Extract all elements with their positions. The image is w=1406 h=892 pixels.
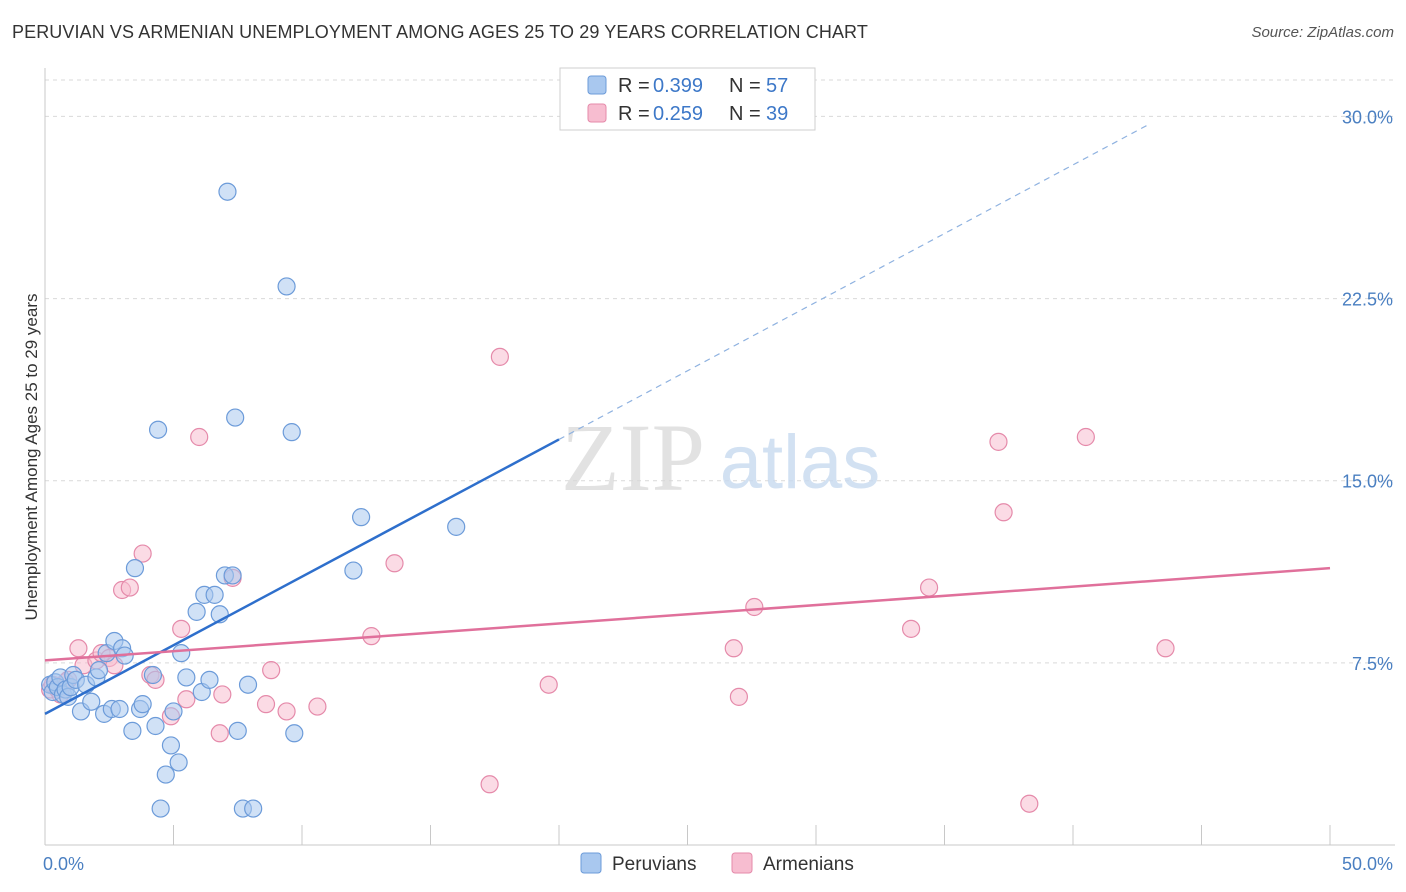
- armenian-point-36: [901, 619, 921, 638]
- armenian-point-18: [172, 619, 191, 638]
- peruvian-point-49: [238, 675, 258, 694]
- bottom-legend-label-armenians: Armenians: [763, 854, 854, 875]
- y-tick-label-1: 15.0%: [1342, 472, 1393, 492]
- bottom-legend: Peruvians Armenians: [580, 852, 854, 875]
- armenian-point-31: [490, 347, 509, 366]
- armenian-point-19: [177, 690, 196, 709]
- trend-lines: [44, 123, 1331, 715]
- armenian-point-22: [213, 685, 232, 704]
- armenian-point-13: [120, 578, 139, 597]
- armenian-point-40: [1020, 794, 1039, 813]
- chart-title: PERUVIAN VS ARMENIAN UNEMPLOYMENT AMONG …: [12, 22, 868, 42]
- armenian-point-20: [190, 427, 209, 447]
- y-tick-label-2: 22.5%: [1342, 290, 1393, 310]
- x-tick-label-1: 50.0%: [1342, 854, 1393, 874]
- peruvian-point-45: [223, 566, 242, 585]
- peruvian-point-27: [143, 665, 163, 685]
- grid-lines: [45, 79, 1395, 664]
- peruvian-point-51: [277, 277, 296, 296]
- armenian-point-25: [262, 661, 281, 680]
- peruvian-point-31: [156, 765, 175, 784]
- peruvian-point-56: [447, 517, 466, 536]
- armenian-point-14: [133, 544, 152, 563]
- peruvians-trend-line: [44, 438, 560, 715]
- peruvian-point-46: [226, 408, 245, 427]
- peruvian-point-41: [205, 585, 224, 604]
- peruvian-point-35: [172, 644, 191, 663]
- armenian-point-21: [210, 724, 229, 743]
- peruvian-point-26: [133, 695, 152, 714]
- axes: [44, 68, 1395, 846]
- peruvian-point-52: [282, 423, 301, 442]
- peruvians-points: [41, 182, 466, 818]
- peruvian-point-28: [146, 716, 165, 736]
- armenian-point-24: [256, 695, 276, 714]
- legend-swatch-peruvians: [587, 75, 607, 95]
- legend-n-value-armenians: 39: [766, 103, 788, 125]
- tick-labels: 7.5% 15.0% 22.5% 30.0% 0.0% 50.0%: [43, 107, 1393, 874]
- peruvian-point-34: [169, 753, 188, 772]
- peruvian-point-33: [164, 702, 183, 721]
- bottom-legend-swatch-armenians: [731, 852, 753, 874]
- peruvian-point-36: [177, 668, 196, 687]
- top-legend: R = 0.399 N = 57 R = 0.259 N = 39: [559, 67, 816, 131]
- y-tick-label-0: 7.5%: [1352, 654, 1393, 674]
- peruvian-point-30: [151, 799, 170, 818]
- peruvian-point-24: [125, 559, 145, 578]
- peruvian-point-29: [148, 420, 168, 439]
- watermark-atlas: atlas: [720, 420, 881, 505]
- peruvian-point-13: [82, 692, 101, 711]
- legend-swatch-armenians: [587, 103, 607, 123]
- peruvian-point-15: [89, 661, 109, 680]
- legend-n-label-armenians: N =: [729, 103, 761, 125]
- source-label: Source: ZipAtlas.com: [1251, 24, 1394, 41]
- peruvian-point-23: [123, 721, 142, 740]
- peruvian-point-40: [200, 670, 219, 689]
- armenian-point-6: [69, 639, 88, 658]
- armenian-point-27: [308, 697, 327, 716]
- armenian-point-39: [994, 503, 1013, 522]
- armenian-point-30: [480, 775, 499, 794]
- peruvian-point-44: [218, 182, 237, 201]
- bottom-legend-swatch-peruvians: [580, 852, 602, 874]
- armenian-point-33: [724, 639, 743, 658]
- armenian-point-37: [919, 578, 939, 597]
- legend-r-label-peruvians: R =: [618, 75, 650, 97]
- bottom-legend-label-peruvians: Peruvians: [612, 854, 697, 875]
- legend-r-label-armenians: R =: [618, 103, 650, 125]
- watermark-zip: ZIP: [561, 404, 705, 511]
- y-axis-label: Unemployment Among Ages 25 to 29 years: [22, 294, 41, 621]
- peruvian-point-20: [110, 699, 129, 719]
- legend-r-value-armenians: 0.259: [653, 103, 703, 125]
- armenians-trend-line: [44, 566, 1331, 662]
- armenian-point-34: [729, 687, 749, 706]
- armenian-point-35: [745, 597, 764, 617]
- peruvian-point-37: [187, 602, 206, 621]
- armenian-point-41: [1076, 427, 1095, 447]
- peruvian-point-32: [161, 736, 181, 755]
- x-tick-label-0: 0.0%: [43, 854, 84, 874]
- peruvians-trend-extension: [558, 123, 1151, 440]
- y-tick-label-3: 30.0%: [1342, 107, 1393, 127]
- armenian-point-29: [385, 554, 404, 573]
- armenian-point-26: [277, 702, 296, 721]
- peruvian-point-54: [344, 561, 363, 580]
- armenian-point-32: [539, 675, 558, 694]
- peruvian-point-53: [285, 724, 304, 743]
- armenian-point-42: [1156, 639, 1175, 658]
- armenian-point-38: [989, 432, 1008, 451]
- legend-r-value-peruvians: 0.399: [653, 75, 703, 97]
- legend-n-value-peruvians: 57: [766, 75, 788, 97]
- legend-n-label-peruvians: N =: [729, 75, 761, 97]
- peruvian-point-47: [228, 721, 247, 740]
- peruvian-point-50: [244, 799, 263, 818]
- peruvian-point-55: [352, 508, 371, 527]
